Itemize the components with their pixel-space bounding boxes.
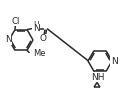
Text: N: N: [5, 35, 11, 44]
Text: O: O: [40, 34, 47, 43]
Text: N: N: [111, 57, 117, 66]
Text: Cl: Cl: [12, 17, 20, 26]
Text: Me: Me: [33, 49, 45, 58]
Text: NH: NH: [91, 73, 105, 82]
Text: N: N: [33, 24, 39, 33]
Text: H: H: [33, 21, 39, 30]
